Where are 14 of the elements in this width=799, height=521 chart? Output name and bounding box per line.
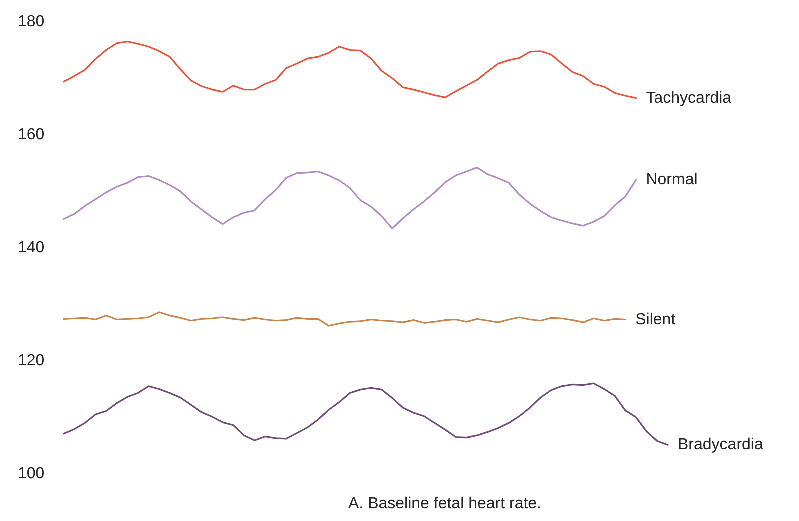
- line-series: [63, 382, 669, 446]
- y-tick-label: 180: [18, 14, 45, 30]
- text: A. Baseline fetal heart rate.: [348, 496, 542, 512]
- y-tick-label: 100: [18, 466, 45, 482]
- series-label: Silent: [636, 311, 676, 328]
- line-series: [63, 40, 638, 100]
- line-series: [63, 166, 638, 230]
- series-label: Normal: [646, 172, 698, 189]
- y-tick-label: 120: [18, 352, 45, 370]
- series-label: Bradycardia: [678, 436, 764, 454]
- line-series: [63, 312, 626, 327]
- series-label: Tachycardia: [646, 90, 732, 107]
- y-tick-label: 160: [18, 126, 45, 144]
- y-tick-label: 140: [18, 240, 45, 256]
